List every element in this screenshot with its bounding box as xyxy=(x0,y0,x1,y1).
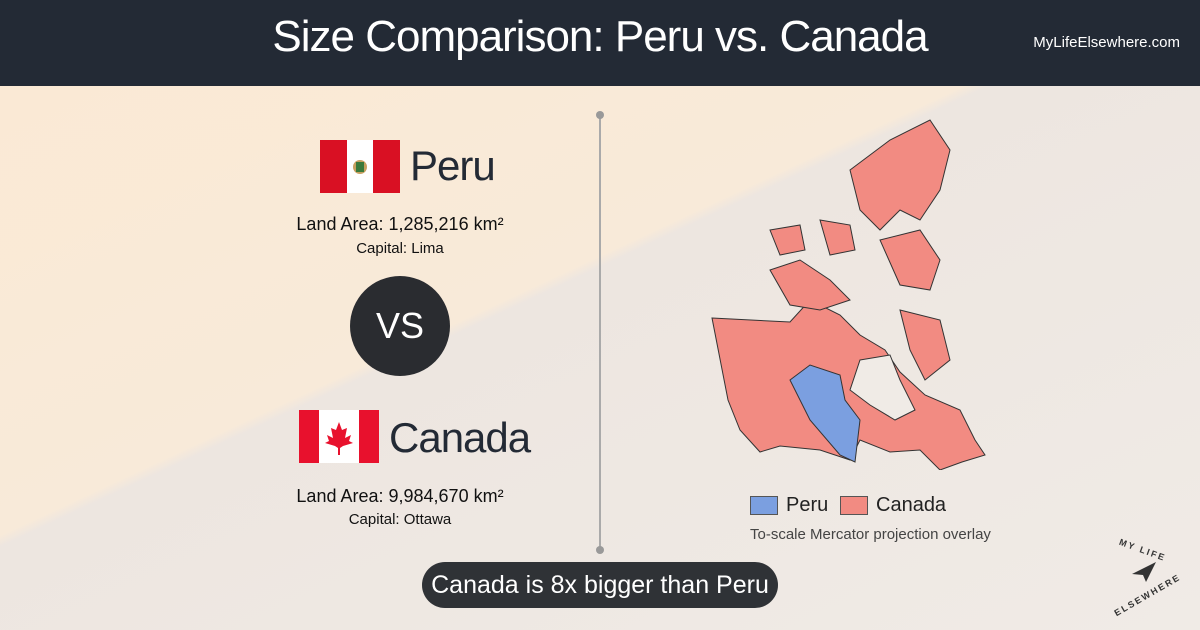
legend-swatch xyxy=(840,496,868,515)
note: To-scale Mercator projection overlay xyxy=(750,526,991,543)
header: Size Comparison: Peru vs. Canada MyLifeE… xyxy=(0,0,1200,86)
divider-dot xyxy=(596,111,604,119)
capital: Capital: Ottawa xyxy=(348,511,452,528)
logo-icon xyxy=(1132,562,1156,582)
divider-dot xyxy=(596,546,604,554)
legend-label: Peru xyxy=(786,494,829,516)
divider xyxy=(599,115,601,550)
legend-item: Canada xyxy=(840,494,946,517)
land-area: Land Area: 1,285,216 km² xyxy=(296,214,504,234)
country-name: Peru xyxy=(410,142,496,189)
title: Size Comparison: Peru vs. Canada xyxy=(272,12,928,61)
legend-swatch xyxy=(750,496,778,515)
country-name: Canada xyxy=(389,414,531,461)
legend-item: Peru xyxy=(750,494,828,517)
canada-flag xyxy=(299,410,379,463)
land-area: Land Area: 9,984,670 km² xyxy=(296,486,504,506)
overlay-map xyxy=(711,119,986,470)
vs-badge: VS xyxy=(350,276,450,376)
banner: Canada is 8x bigger than Peru xyxy=(422,562,778,608)
capital: Capital: Lima xyxy=(356,240,444,257)
legend-label: Canada xyxy=(876,494,947,516)
peru-flag xyxy=(320,140,400,193)
site-link[interactable]: MyLifeElsewhere.com xyxy=(1033,34,1180,51)
